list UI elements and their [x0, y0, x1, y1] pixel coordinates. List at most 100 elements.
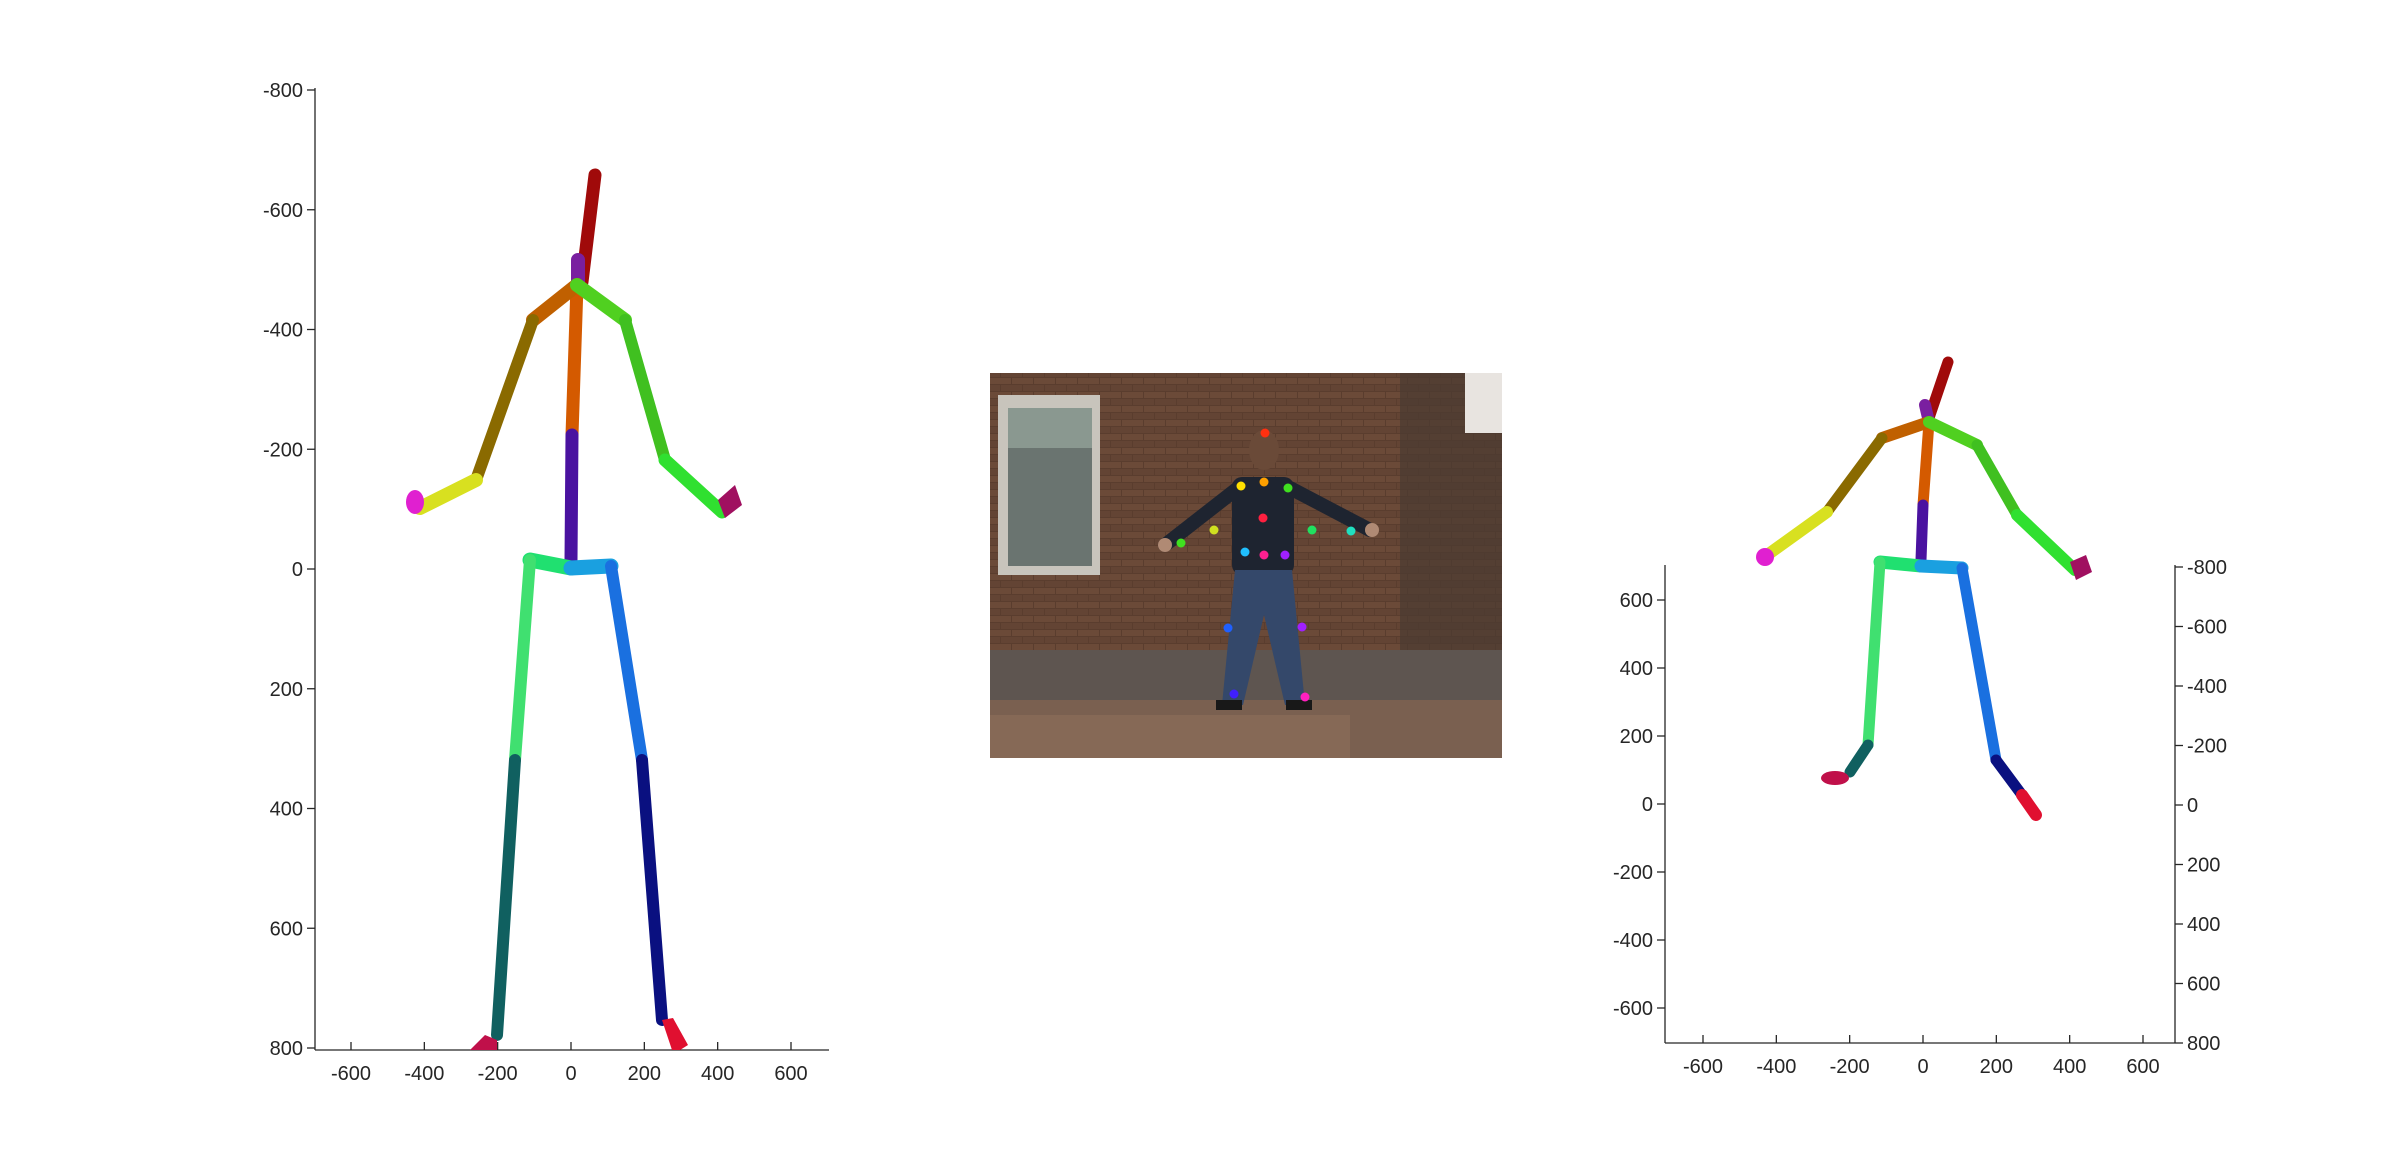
- keypoint-neck: [1259, 477, 1269, 487]
- keypoint-right-hip: [1240, 547, 1250, 557]
- left-y-tick-label: 600: [270, 918, 303, 940]
- right-y-left-tick-label: -200: [1613, 862, 1653, 884]
- left-left-forearm: [658, 453, 729, 519]
- person-arm-right: [1158, 481, 1245, 552]
- keypoint-left-wrist: [1346, 526, 1356, 536]
- left-left-foot: [470, 1035, 497, 1050]
- right-spine-upper: [1917, 416, 1935, 511]
- right-left-upper-arm: [1971, 439, 2023, 521]
- keypoint-right-wrist: [1176, 538, 1186, 548]
- right-x-tick-label: -200: [1830, 1056, 1870, 1078]
- keypoint-mid-hip: [1259, 550, 1269, 560]
- left-hip-right: [563, 558, 619, 576]
- person-shoe-left: [1286, 700, 1312, 710]
- left-spine-lower: [564, 428, 579, 567]
- left-right-thigh: [605, 560, 648, 766]
- right-left-thigh: [1862, 556, 1886, 751]
- right-y-right-tick-label: -200: [2187, 736, 2227, 758]
- right-x-tick-label: -400: [1756, 1056, 1796, 1078]
- right-y-left-tick-label: 400: [1620, 658, 1653, 680]
- right-skeleton: [1756, 356, 2092, 821]
- right-y-right-tick-label: 800: [2187, 1033, 2220, 1055]
- right-left-hand: [2070, 555, 2092, 580]
- left-right-forearm: [413, 473, 483, 515]
- right-left-forearm: [2011, 509, 2081, 576]
- right-hip-right: [1914, 559, 1969, 575]
- right-right-foot: [2016, 789, 2042, 821]
- right-y-left-tick-label: 200: [1620, 726, 1653, 748]
- left-x-tick-label: -400: [404, 1063, 444, 1085]
- person-hand-right: [1158, 538, 1172, 552]
- person-shoe-right: [1216, 700, 1242, 710]
- sky-corner: [1465, 373, 1502, 433]
- right-y-left-tick-label: 600: [1620, 590, 1653, 612]
- right-right-forearm: [1764, 506, 1833, 559]
- right-y-right-tick-label: 0: [2187, 795, 2198, 817]
- left-y-tick-label: -600: [263, 200, 303, 222]
- left-x-tick-label: 200: [628, 1063, 661, 1085]
- right-y-right-tick-label: 400: [2187, 914, 2220, 936]
- right-left-foot: [1821, 771, 1849, 785]
- keypoint-right-shoulder: [1236, 481, 1246, 491]
- left-x-tick-label: 600: [774, 1063, 807, 1085]
- right-left-shin: [1844, 739, 1874, 778]
- left-left-thigh: [509, 554, 536, 766]
- right-spine-lower: [1915, 499, 1929, 566]
- right-y-left-tick-label: -400: [1613, 930, 1653, 952]
- left-right-shoulder: [526, 278, 584, 327]
- keypoint-left-hip: [1280, 550, 1290, 560]
- right-right-thigh: [1956, 562, 2002, 766]
- left-left-upper-arm: [619, 314, 671, 466]
- left-x-tick-label: -600: [331, 1063, 371, 1085]
- keypoint-left-shoulder: [1283, 483, 1293, 493]
- right-y-right-tick-label: -600: [2187, 617, 2227, 639]
- right-x-tick-label: 600: [2126, 1056, 2159, 1078]
- right-hip-left: [1873, 555, 1928, 573]
- person-head: [1249, 430, 1279, 470]
- window-glass-top: [1008, 408, 1092, 448]
- leaf-ground-highlight: [990, 715, 1350, 758]
- right-right-shoulder: [1876, 416, 1935, 444]
- right-x-ticks: -600 -400 -200 0 200 400 600: [1683, 1035, 2160, 1078]
- left-y-tick-label: -800: [263, 80, 303, 102]
- left-y-tick-label: 800: [270, 1038, 303, 1060]
- keypoint-left-knee: [1297, 622, 1307, 632]
- left-y-tick-label: -200: [263, 439, 303, 461]
- left-y-tick-label: -400: [263, 320, 303, 342]
- keypoint-head: [1260, 428, 1270, 438]
- right-y-right-tick-label: 600: [2187, 974, 2220, 996]
- keypoint-left-ankle: [1300, 692, 1310, 702]
- keypoint-chest: [1258, 513, 1268, 523]
- keypoint-right-knee: [1223, 623, 1233, 633]
- left-y-tick-label: 400: [270, 799, 303, 821]
- right-y-right-tick-label: 200: [2187, 855, 2220, 877]
- left-skeleton: [406, 168, 742, 1050]
- left-x-tick-label: -200: [478, 1063, 518, 1085]
- person-arm-left: [1283, 481, 1377, 537]
- right-y-right-tick-label: -400: [2187, 676, 2227, 698]
- left-left-shoulder: [570, 278, 632, 327]
- left-right-foot: [662, 1018, 688, 1050]
- left-left-shin: [491, 754, 521, 1041]
- right-left-shoulder: [1923, 416, 1983, 451]
- left-y-tick-label: 200: [270, 679, 303, 701]
- right-y-ticks-right: -800 -600 -400 -200 0 200 400 600 800: [2175, 557, 2227, 1055]
- keypoint-left-elbow: [1307, 525, 1317, 535]
- person-legs: [1222, 570, 1305, 705]
- left-x-ticks: -600 -400 -200 0 200 400 600: [331, 1042, 808, 1085]
- left-right-hand: [406, 490, 424, 514]
- left-left-hand: [718, 485, 742, 518]
- right-head-bone: [1923, 356, 1954, 424]
- left-spine-upper: [565, 278, 584, 442]
- right-y-ticks-left: 600 400 200 0 -200 -400 -600: [1613, 590, 1665, 1020]
- right-pose-plot: 600 400 200 0 -200 -400 -600 -800 -600 -400 -200 0…: [1613, 356, 2227, 1078]
- right-right-shin: [1990, 754, 2028, 801]
- right-y-right-tick-label: -800: [2187, 557, 2227, 579]
- left-y-ticks: -800 -600 -400 -200 0 200 400 600 800: [263, 80, 315, 1060]
- keypoint-right-elbow: [1209, 525, 1219, 535]
- left-right-upper-arm: [470, 314, 539, 486]
- right-x-tick-label: 0: [1917, 1056, 1928, 1078]
- keypoint-right-ankle: [1229, 689, 1239, 699]
- right-x-tick-label: 200: [1980, 1056, 2013, 1078]
